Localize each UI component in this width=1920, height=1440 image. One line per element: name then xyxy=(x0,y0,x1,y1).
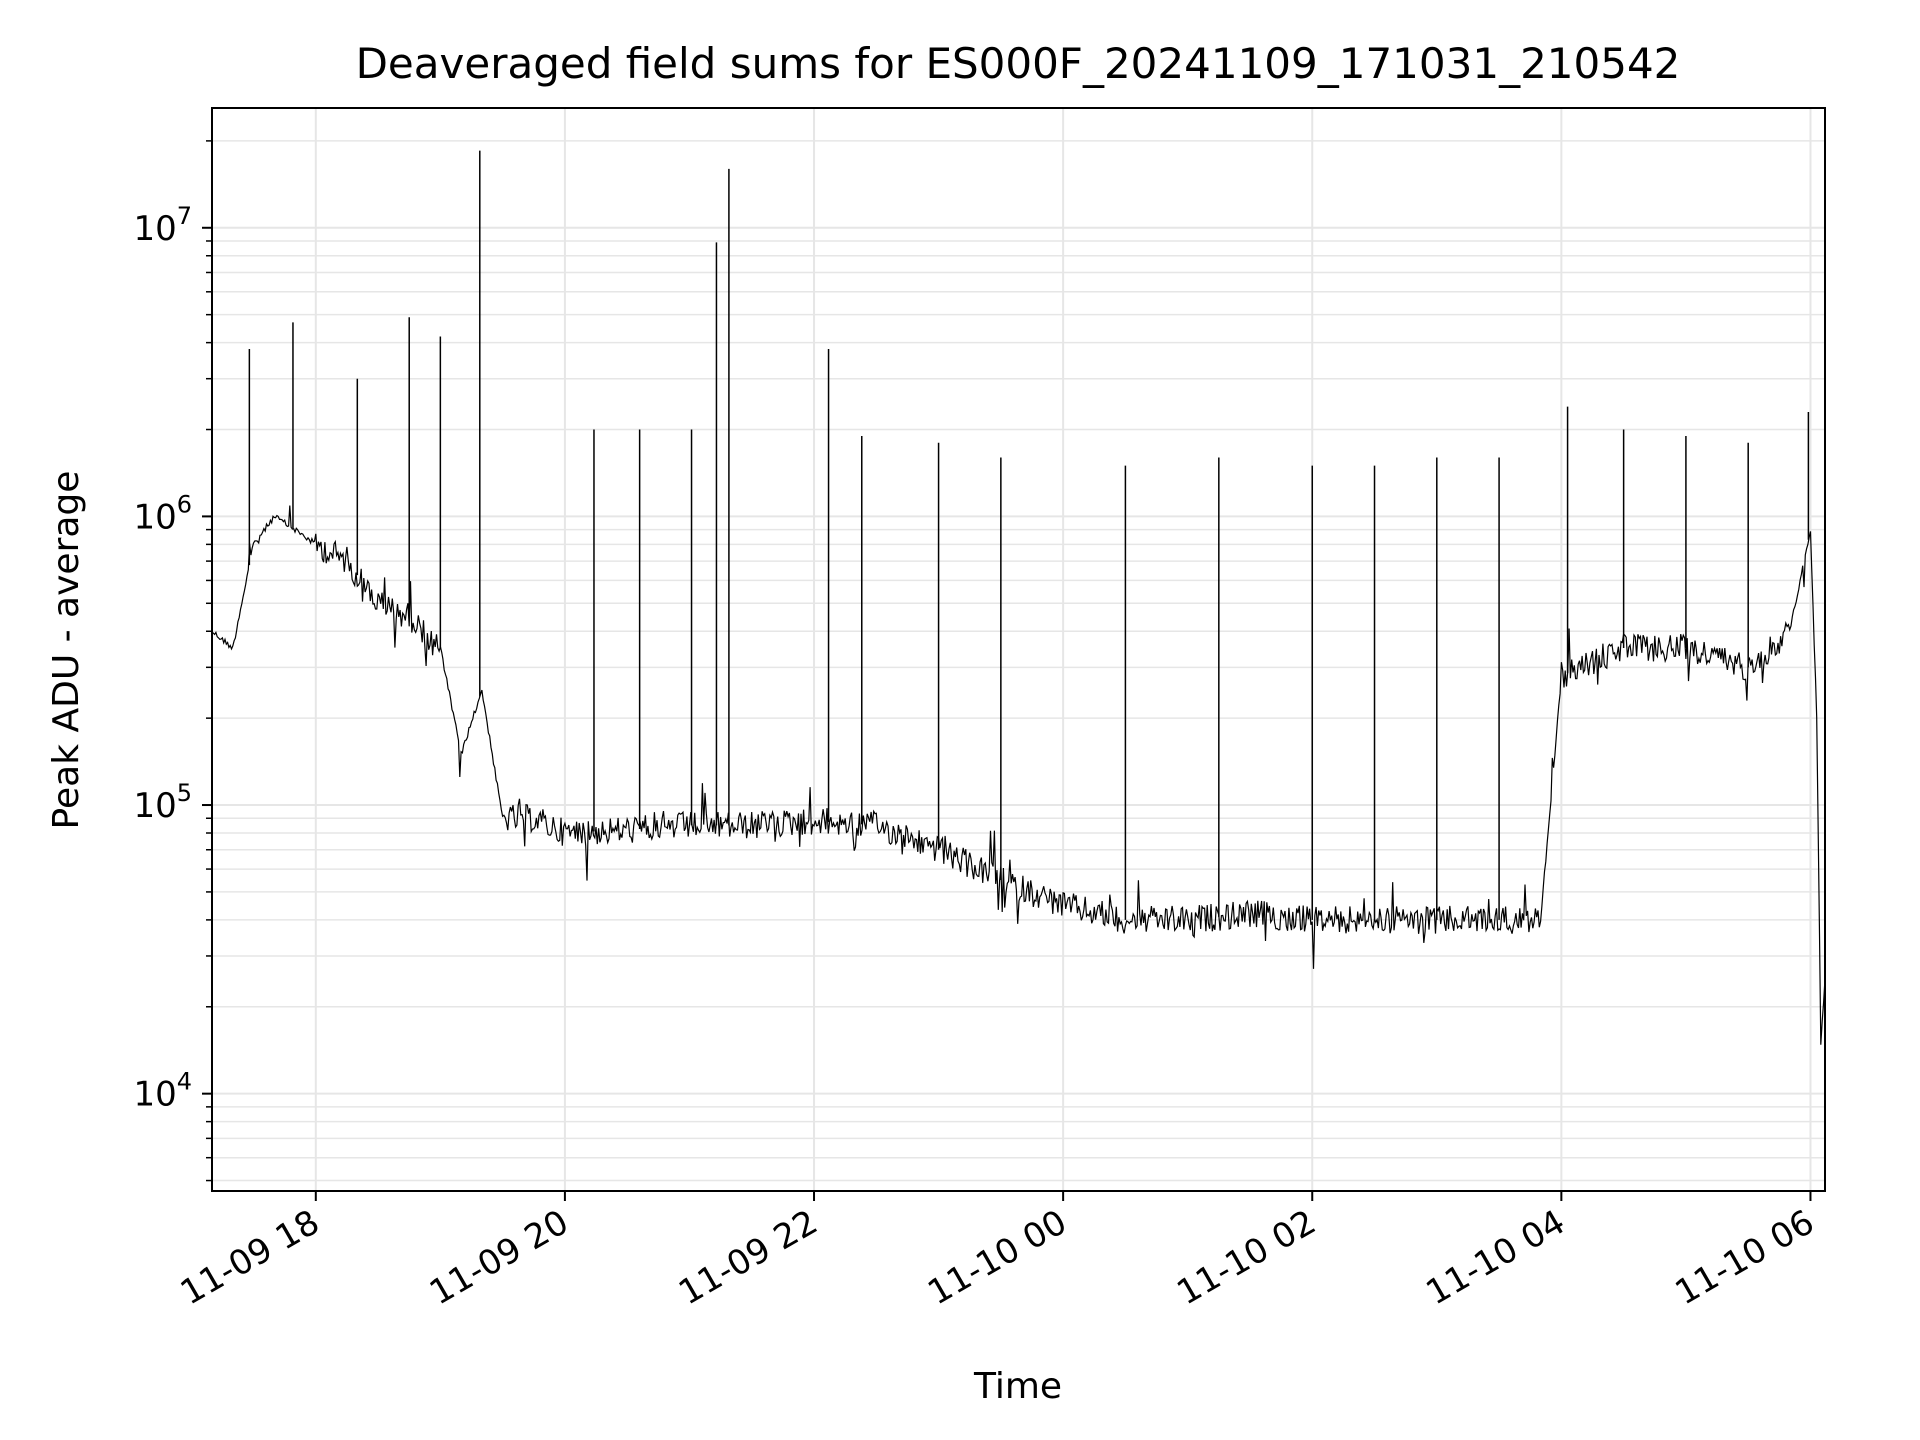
data-line xyxy=(211,505,1826,1045)
plot-frame xyxy=(211,107,1826,1192)
y-tick-label: 106 xyxy=(133,490,192,537)
data-layer xyxy=(211,150,1826,1045)
chart-title: Deaveraged field sums for ES000F_2024110… xyxy=(356,39,1681,88)
y-tick-label: 107 xyxy=(133,202,192,249)
y-tick-label: 104 xyxy=(133,1068,192,1115)
y-axis: 104 105 106 107 xyxy=(133,140,212,1182)
grid-layer xyxy=(212,108,1825,1191)
x-axis-label: Time xyxy=(973,1366,1062,1407)
y-tick-label: 105 xyxy=(133,779,192,826)
y-axis-label: Peak ADU - average xyxy=(46,471,87,830)
